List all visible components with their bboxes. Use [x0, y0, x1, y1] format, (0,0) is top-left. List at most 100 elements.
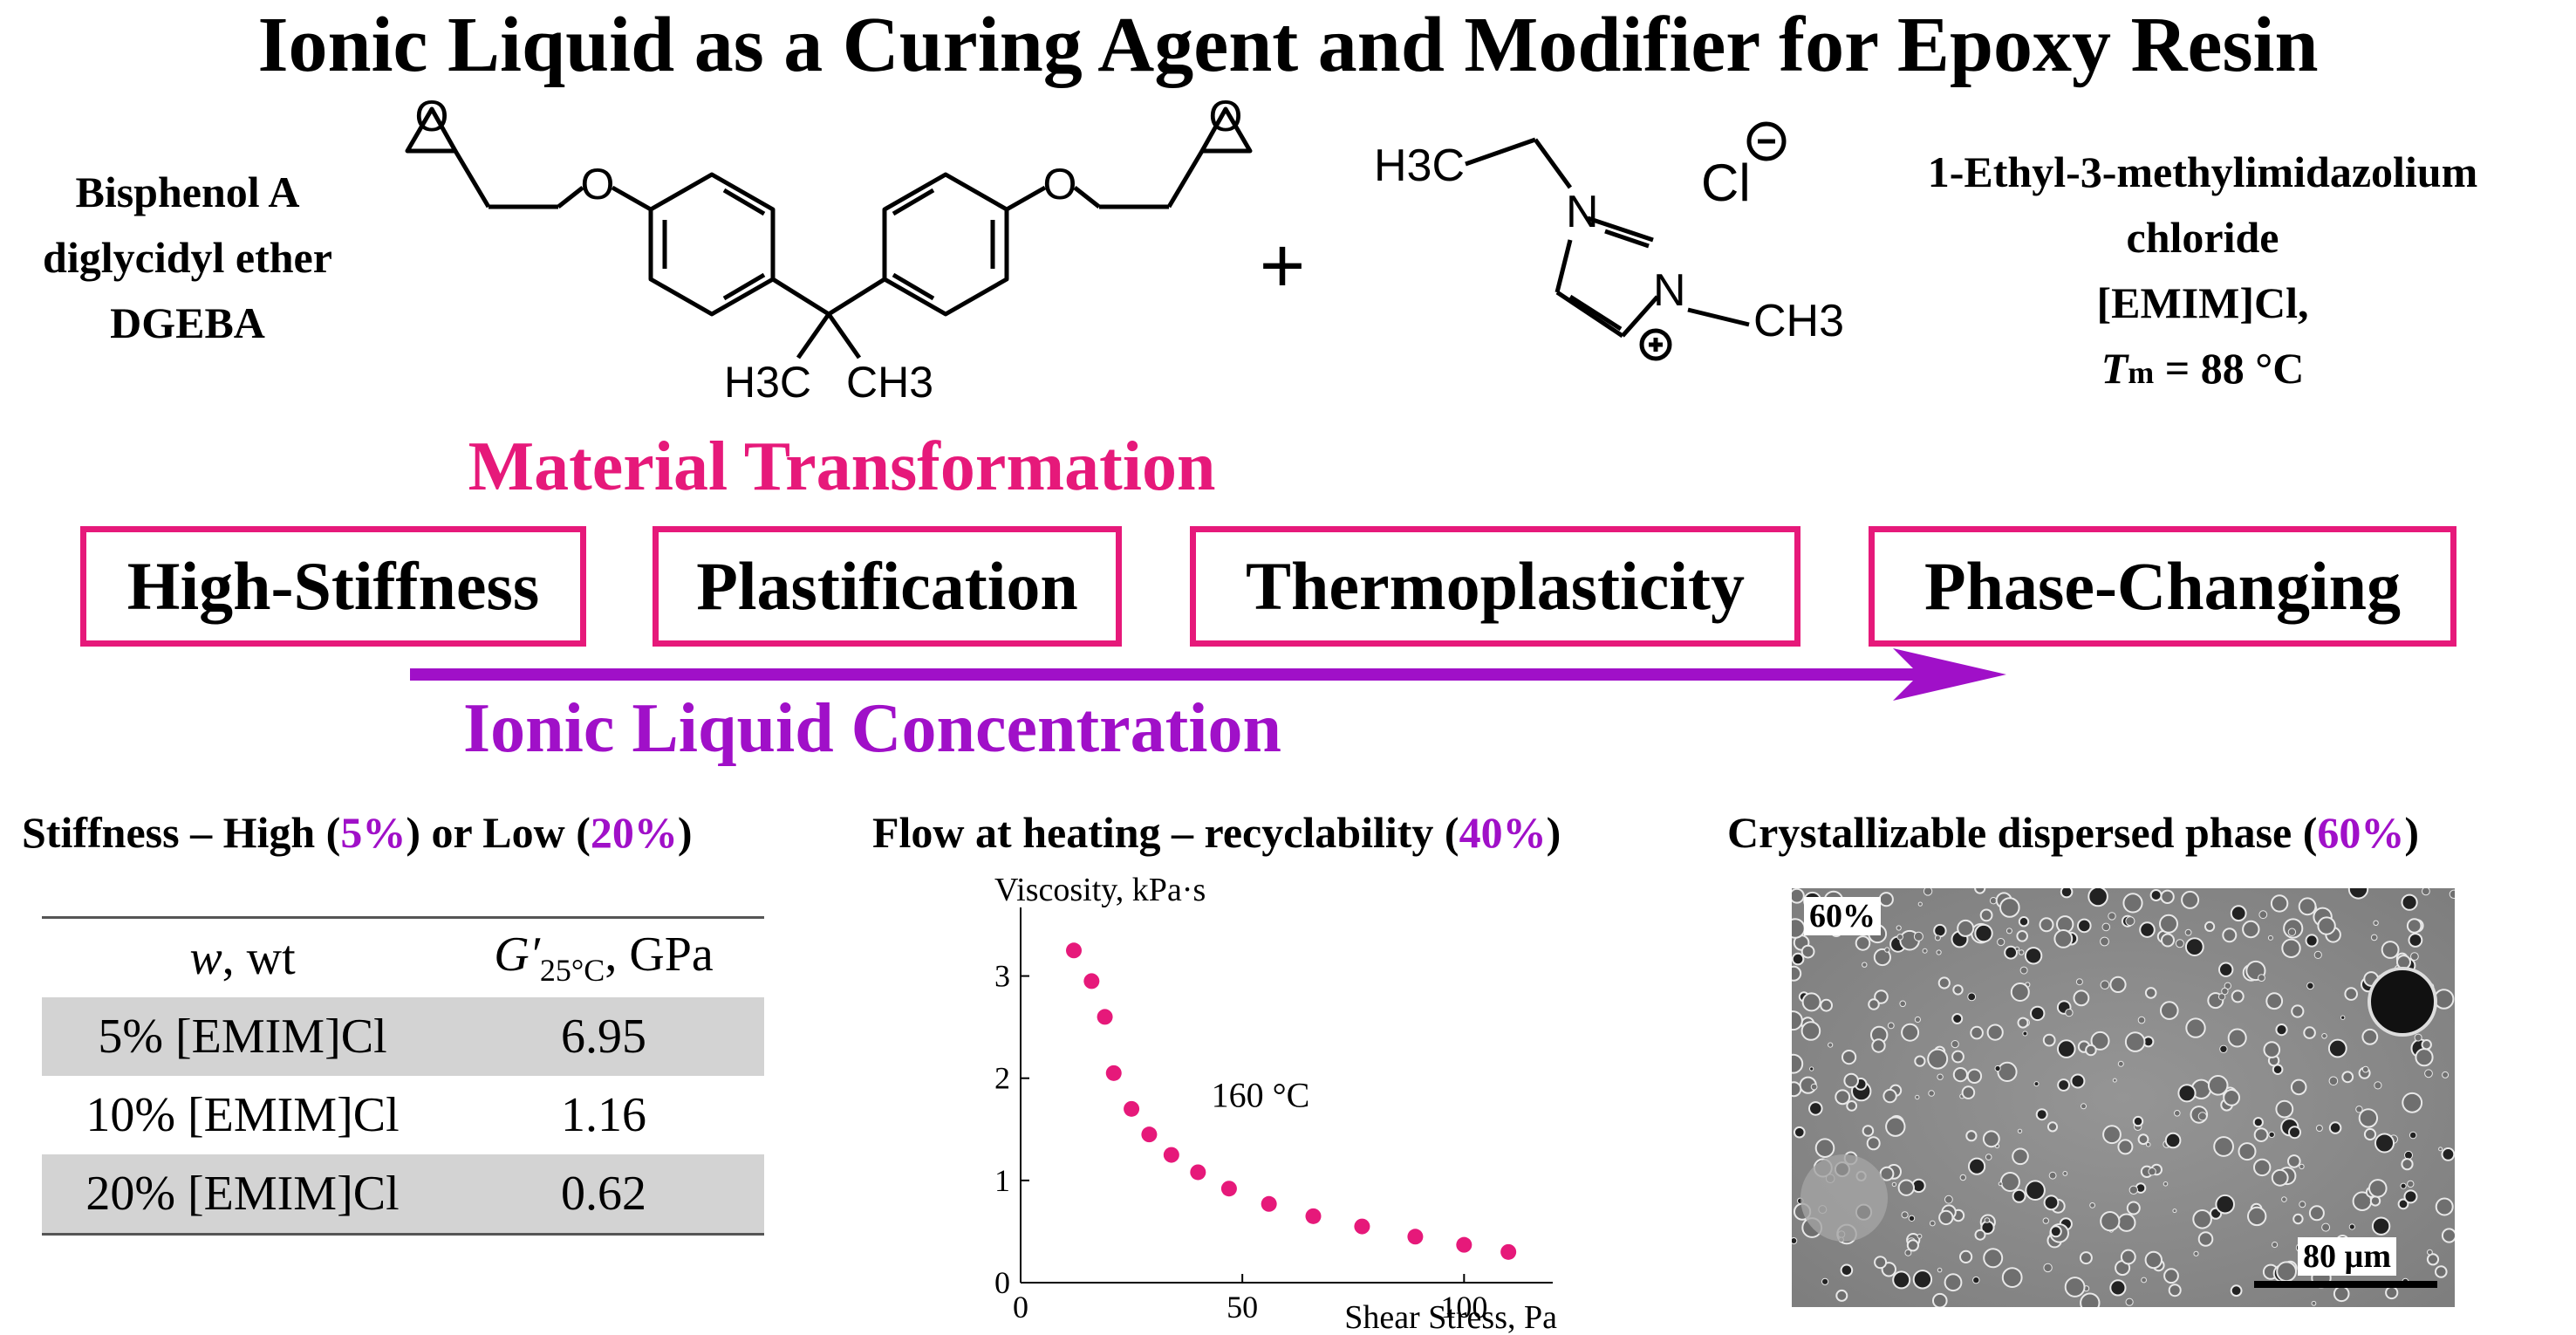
- sem-droplet: [1951, 1050, 1964, 1064]
- sem-droplet: [1999, 897, 2020, 918]
- sem-droplet: [1982, 1130, 2000, 1148]
- stage-high-stiffness: High-Stiffness: [80, 526, 586, 647]
- sem-droplet: [2073, 989, 2090, 1007]
- sem-droplet: [2406, 918, 2422, 934]
- sem-droplet: [1961, 1085, 1976, 1099]
- sem-droplet: [1915, 1094, 1920, 1100]
- sem-droplet: [2108, 912, 2116, 921]
- sem-droplet: [2374, 1081, 2382, 1090]
- sem-droplet: [1794, 1126, 1806, 1139]
- sem-droplet: [2363, 1127, 2377, 1141]
- sem-droplet: [2441, 1147, 2455, 1161]
- sem-droplet: [2292, 1213, 2304, 1225]
- sem-droplet: [1873, 948, 1892, 967]
- sem-droplet: [2128, 1185, 2138, 1195]
- sem-droplet: [2120, 1249, 2136, 1265]
- concentration-arrow: [410, 648, 2006, 701]
- sem-droplet: [2401, 1158, 2414, 1171]
- sem-droplet: [2213, 1136, 2235, 1157]
- sem-droplet: [2065, 1008, 2074, 1017]
- sem-droplet: [2219, 1044, 2228, 1054]
- stage-label: Phase-Changing: [1923, 548, 2402, 624]
- sem-droplet: [2299, 1201, 2306, 1208]
- tm-subscript: m: [2128, 355, 2155, 390]
- sem-droplet: [2141, 1277, 2148, 1284]
- sem-droplet: [2145, 1141, 2151, 1147]
- table-row: 20% [EMIM]Cl 0.62: [42, 1154, 764, 1233]
- sem-droplet: [2401, 893, 2418, 911]
- sem-droplet: [1913, 931, 1923, 941]
- sem-droplet: [2288, 1126, 2301, 1140]
- row-value: 0.62: [443, 1154, 764, 1233]
- sem-droplet: [2385, 1285, 2399, 1300]
- section-flow-heading: Flow at heating – recyclability (40%): [872, 807, 1561, 858]
- sem-droplet: [1923, 888, 1933, 896]
- scale-bar-label: 80 µm: [2298, 1237, 2397, 1276]
- sem-droplet: [1887, 1022, 1895, 1030]
- sem-droplet: [1792, 965, 1802, 982]
- sem-droplet: [1801, 992, 1821, 1012]
- header-gpa: , GPa: [605, 928, 714, 982]
- sem-droplet: [1792, 1010, 1803, 1031]
- sem-droplet: [2333, 1285, 2350, 1303]
- ether-o-left: O: [581, 160, 615, 209]
- ionic-liquid-concentration-label: Ionic Liquid Concentration: [463, 690, 1281, 767]
- sem-droplet: [1792, 918, 1806, 939]
- sem-droplet: [2042, 1033, 2056, 1047]
- epoxide-o-right: O: [1209, 92, 1243, 140]
- sem-droplet: [2019, 966, 2028, 975]
- sem-droplet: [2374, 1133, 2395, 1154]
- sem-droplet: [2164, 1132, 2182, 1149]
- sem-droplet: [1809, 1066, 1814, 1071]
- sem-droplet: [1994, 1065, 2001, 1072]
- sem-droplet: [2174, 1109, 2181, 1117]
- sem-droplet: [1792, 1053, 1804, 1074]
- sem-droplet: [2435, 1265, 2448, 1278]
- sem-droplet: [2053, 929, 2074, 948]
- sem-droplet: [2368, 1179, 2388, 1198]
- epoxide-o-left: O: [415, 92, 449, 140]
- sem-droplet: [1892, 1270, 1911, 1290]
- sem-droplet: [2043, 1263, 2053, 1273]
- pct-flow: 40%: [1459, 808, 1547, 857]
- sem-droplet: [2149, 889, 2163, 901]
- sem-droplet: [2427, 1249, 2433, 1256]
- data-point: [1097, 1009, 1113, 1025]
- sem-droplet: [1897, 1179, 1916, 1196]
- sem-droplet: [2306, 982, 2314, 990]
- section-crystal-heading: Crystallizable dispersed phase (60%): [1727, 807, 2419, 858]
- sem-droplet: [2218, 962, 2234, 977]
- data-point: [1456, 1236, 1472, 1253]
- heading-text: Flow at heating – recyclability (: [872, 808, 1459, 857]
- sem-droplet: [1901, 1211, 1909, 1219]
- sem-droplet: [2137, 1133, 2149, 1146]
- sem-droplet: [1951, 1013, 1964, 1024]
- temperature-annotation: 160 °C: [1212, 1076, 1310, 1115]
- sem-droplet: [2270, 894, 2289, 913]
- header-g: G′: [494, 928, 540, 982]
- sem-droplet: [1884, 947, 1890, 953]
- sem-droplet: [1999, 1172, 2020, 1192]
- x-tick-label: 0: [1013, 1290, 1028, 1325]
- sem-droplet: [1937, 1073, 1944, 1080]
- sem-droplet: [2276, 1261, 2297, 1283]
- sem-droplet: [1986, 1024, 2004, 1041]
- sem-droplet: [2272, 1064, 2284, 1075]
- dgeba-name: Bisphenol A diglycidyl ether DGEBA: [0, 160, 375, 356]
- sem-droplet: [2265, 992, 2284, 1010]
- sem-droplet: [2192, 1209, 2212, 1229]
- sem-droplet: [2303, 1026, 2316, 1039]
- sem-droplet: [2369, 1195, 2381, 1207]
- sem-droplet: [2291, 1004, 2305, 1018]
- sem-droplet: [1972, 1276, 1980, 1284]
- sem-droplet: [2313, 950, 2322, 960]
- sem-droplet: [1974, 888, 1986, 894]
- sem-droplet: [2238, 1142, 2257, 1161]
- emim-line-3: [EMIM]Cl,: [2096, 278, 2309, 327]
- x-tick-label: 100: [1440, 1290, 1487, 1325]
- sem-droplet: [2217, 993, 2226, 1001]
- sem-droplet: [2080, 1292, 2101, 1307]
- sem-droplet: [2224, 982, 2231, 990]
- sem-droplet: [1908, 1215, 1916, 1222]
- sem-droplet: [2005, 928, 2012, 934]
